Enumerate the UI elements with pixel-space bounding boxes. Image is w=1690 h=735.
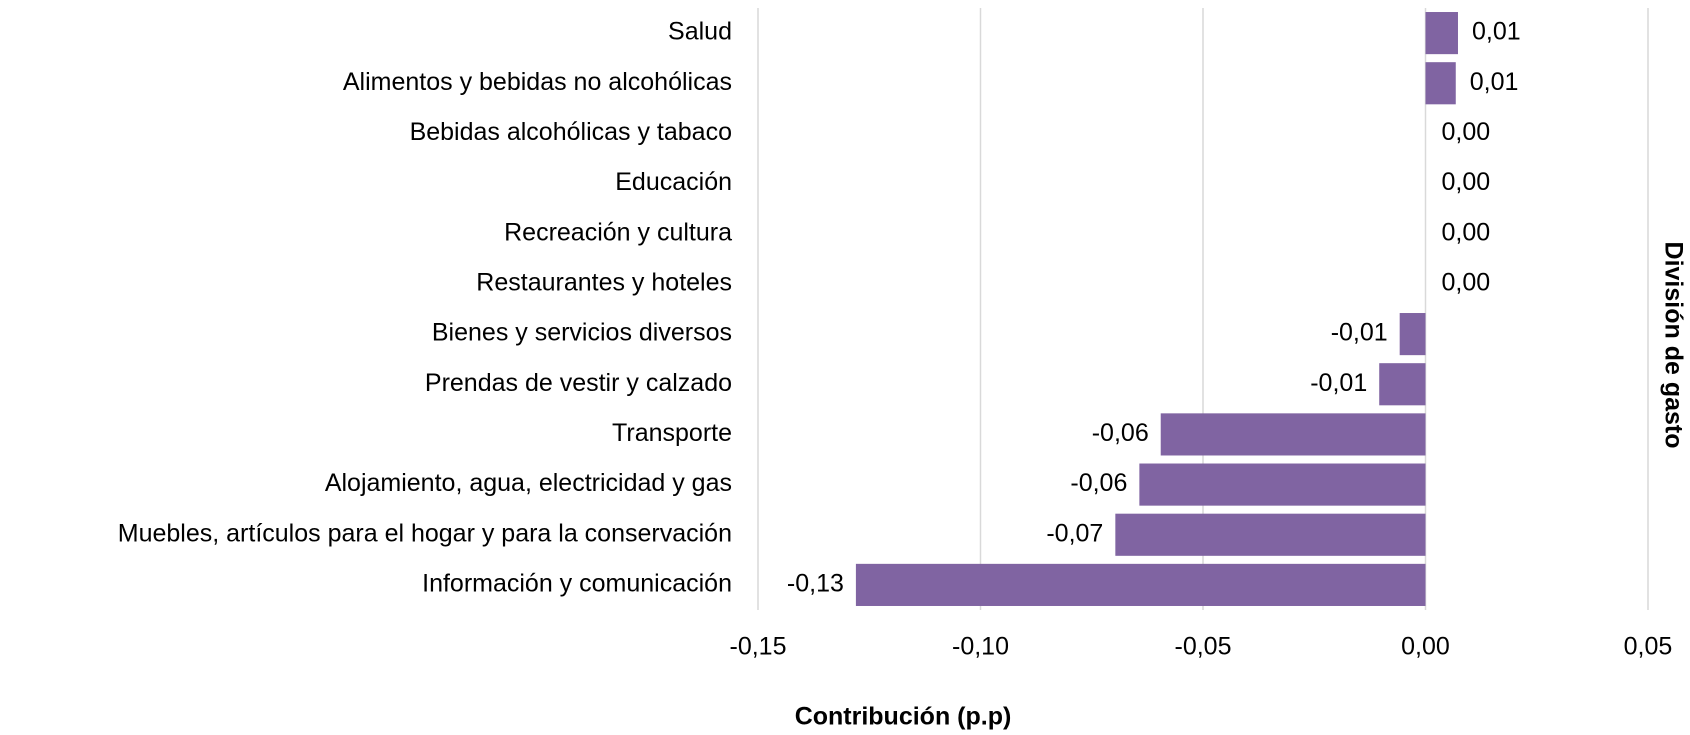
y-tick-label: Transporte (612, 419, 732, 447)
value-label: 0,00 (1442, 269, 1491, 297)
y-tick-label: Salud (668, 18, 732, 46)
bar (1379, 363, 1426, 406)
x-tick-label: 0,05 (1624, 633, 1673, 661)
y-tick-label: Alimentos y bebidas no alcohólicas (343, 68, 732, 96)
x-tick-label: -0,10 (952, 633, 1009, 661)
x-tick-label: -0,05 (1175, 633, 1232, 661)
value-label: 0,00 (1442, 168, 1491, 196)
bar (1139, 463, 1426, 506)
y-tick-label: Recreación y cultura (504, 218, 732, 246)
y-tick-label: Información y comunicación (422, 570, 732, 598)
bar (855, 563, 1426, 606)
y-tick-label: Restaurantes y hoteles (476, 269, 732, 297)
value-label: -0,06 (1070, 469, 1127, 497)
x-tick-label: 0,00 (1401, 633, 1450, 661)
value-label: -0,07 (1046, 519, 1103, 547)
y-tick-label: Bebidas alcohólicas y tabaco (410, 118, 732, 146)
bar (1425, 12, 1458, 55)
bar (1425, 62, 1456, 105)
value-label: -0,01 (1310, 369, 1367, 397)
y-tick-label: Prendas de vestir y calzado (425, 369, 732, 397)
x-tick-label: -0,15 (730, 633, 787, 661)
value-label: 0,01 (1470, 68, 1519, 96)
value-label: -0,13 (787, 570, 844, 598)
value-label: -0,01 (1331, 319, 1388, 347)
bar (1115, 513, 1426, 556)
bar (1399, 313, 1426, 356)
bar (1160, 413, 1426, 456)
value-label: -0,06 (1092, 419, 1149, 447)
x-axis-title: Contribución (p.p) (795, 703, 1012, 731)
y-tick-label: Alojamiento, agua, electricidad y gas (325, 469, 732, 497)
value-label: 0,00 (1442, 218, 1491, 246)
value-label: 0,00 (1442, 118, 1491, 146)
y-axis-title: División de gasto (1659, 242, 1687, 449)
y-tick-label: Muebles, artículos para el hogar y para … (118, 519, 732, 547)
y-tick-label: Bienes y servicios diversos (432, 319, 732, 347)
value-label: 0,01 (1472, 18, 1521, 46)
y-tick-label: Educación (615, 168, 732, 196)
